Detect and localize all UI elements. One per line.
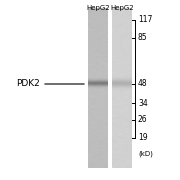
Text: (kD): (kD) [138,151,153,157]
Text: 117: 117 [138,15,152,24]
Text: 85: 85 [138,33,148,42]
Text: HepG2: HepG2 [86,5,110,11]
Text: HepG2: HepG2 [110,5,134,11]
Text: 26: 26 [138,116,148,125]
Text: 34: 34 [138,98,148,107]
Text: 19: 19 [138,134,148,143]
Text: 48: 48 [138,80,148,89]
Text: PDK2: PDK2 [16,80,40,89]
